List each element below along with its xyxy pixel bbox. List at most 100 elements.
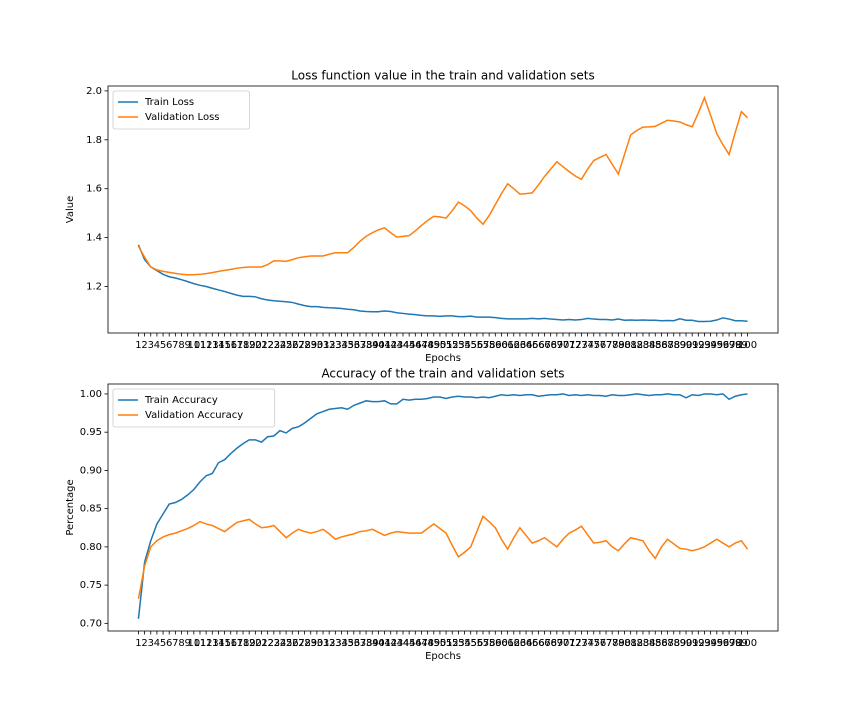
x-tick-label: 85 bbox=[649, 638, 662, 649]
x-tick-label: 1 bbox=[135, 638, 141, 649]
x-tick-label: 58 bbox=[483, 638, 496, 649]
x-tick-label: 90 bbox=[680, 638, 693, 649]
x-tick-label: 74 bbox=[581, 638, 594, 649]
x-tick-label: 58 bbox=[483, 340, 496, 351]
x-tick-label: 38 bbox=[360, 340, 373, 351]
x-tick-label: 38 bbox=[360, 638, 373, 649]
x-tick-label: 22 bbox=[261, 340, 274, 351]
series-line bbox=[137, 95, 749, 276]
x-tick-label: 96 bbox=[717, 340, 730, 351]
x-tick-label: 83 bbox=[637, 638, 650, 649]
legend-label: Validation Accuracy bbox=[145, 410, 243, 421]
x-tick-label: 75 bbox=[587, 638, 600, 649]
x-tick-label: 47 bbox=[415, 638, 428, 649]
x-tick-label: 16 bbox=[224, 638, 237, 649]
x-tick-label: 3 bbox=[148, 638, 154, 649]
x-tick-label: 44 bbox=[397, 340, 410, 351]
x-tick-label: 46 bbox=[409, 638, 422, 649]
x-tick-label: 2 bbox=[141, 638, 147, 649]
y-tick-label: 1.6 bbox=[86, 184, 102, 195]
x-tick-label: 43 bbox=[390, 340, 403, 351]
x-tick-label: 79 bbox=[612, 340, 625, 351]
x-tick-label: 88 bbox=[667, 340, 680, 351]
x-tick-label: 10 bbox=[187, 638, 200, 649]
x-tick-label: 89 bbox=[674, 340, 687, 351]
legend-label: Train Accuracy bbox=[144, 395, 218, 406]
x-tick-label: 12 bbox=[200, 638, 213, 649]
x-tick-label: 1 bbox=[135, 340, 141, 351]
x-tick-label: 4 bbox=[154, 638, 160, 649]
x-tick-label: 2 bbox=[141, 340, 147, 351]
x-tick-label: 86 bbox=[655, 340, 668, 351]
x-tick-label: 34 bbox=[335, 340, 348, 351]
x-tick-label: 33 bbox=[329, 340, 342, 351]
x-tick-label: 63 bbox=[514, 638, 527, 649]
x-tick-label: 31 bbox=[317, 638, 330, 649]
x-tick-label: 49 bbox=[427, 638, 440, 649]
x-tick-label: 8 bbox=[178, 638, 184, 649]
x-tick-label: 91 bbox=[686, 638, 699, 649]
legend-label: Validation Loss bbox=[145, 112, 220, 123]
x-tick-label: 57 bbox=[477, 340, 490, 351]
series-line bbox=[137, 515, 749, 600]
x-tick-label: 61 bbox=[501, 340, 514, 351]
x-tick-label: 54 bbox=[458, 638, 471, 649]
x-tick-label: 8 bbox=[178, 340, 184, 351]
x-tick-label: 56 bbox=[470, 340, 483, 351]
x-tick-label: 73 bbox=[575, 638, 588, 649]
x-tick-label: 100 bbox=[738, 638, 757, 649]
x-tick-label: 13 bbox=[206, 340, 219, 351]
x-tick-label: 98 bbox=[729, 340, 742, 351]
x-tick-label: 51 bbox=[440, 340, 453, 351]
x-tick-label: 50 bbox=[434, 638, 447, 649]
x-tick-label: 80 bbox=[618, 638, 631, 649]
x-tick-label: 69 bbox=[550, 638, 563, 649]
y-tick-label: 0.85 bbox=[80, 504, 102, 515]
series-line bbox=[137, 244, 748, 323]
x-tick-label: 71 bbox=[563, 340, 576, 351]
x-tick-label: 60 bbox=[495, 638, 508, 649]
x-tick-label: 48 bbox=[421, 638, 434, 649]
y-tick-label: 1.8 bbox=[86, 135, 102, 146]
x-tick-label: 59 bbox=[489, 340, 502, 351]
x-tick-label: 5 bbox=[160, 340, 166, 351]
x-tick-label: 83 bbox=[637, 340, 650, 351]
x-tick-label: 32 bbox=[323, 638, 336, 649]
x-tick-label: 88 bbox=[667, 638, 680, 649]
x-tick-label: 63 bbox=[514, 340, 527, 351]
x-tick-label: 79 bbox=[612, 638, 625, 649]
x-tick-label: 26 bbox=[286, 638, 299, 649]
x-tick-label: 55 bbox=[464, 340, 477, 351]
x-tick-label: 4 bbox=[154, 340, 160, 351]
x-tick-label: 67 bbox=[538, 340, 551, 351]
x-tick-label: 98 bbox=[729, 638, 742, 649]
x-tick-label: 41 bbox=[378, 638, 391, 649]
x-tick-label: 90 bbox=[680, 340, 693, 351]
x-tick-label: 30 bbox=[311, 340, 324, 351]
x-tick-label: 100 bbox=[738, 340, 757, 351]
x-tick-label: 27 bbox=[292, 638, 305, 649]
axes-frame bbox=[107, 383, 779, 632]
x-tick-label: 37 bbox=[354, 340, 367, 351]
x-tick-label: 11 bbox=[194, 340, 207, 351]
x-tick-label: 14 bbox=[212, 340, 225, 351]
x-tick-label: 93 bbox=[698, 340, 711, 351]
x-tick-label: 80 bbox=[618, 340, 631, 351]
x-tick-label: 54 bbox=[458, 340, 471, 351]
x-tick-label: 6 bbox=[166, 340, 172, 351]
y-tick-label: 0.70 bbox=[80, 618, 102, 629]
x-tick-label: 34 bbox=[335, 638, 348, 649]
x-tick-label: 65 bbox=[526, 638, 539, 649]
x-tick-label: 77 bbox=[600, 638, 613, 649]
legend-label: Train Loss bbox=[144, 97, 194, 108]
x-tick-label: 65 bbox=[526, 340, 539, 351]
x-tick-label: 92 bbox=[692, 340, 705, 351]
x-tick-label: 60 bbox=[495, 340, 508, 351]
x-tick-label: 69 bbox=[550, 340, 563, 351]
x-tick-label: 45 bbox=[403, 638, 416, 649]
x-tick-label: 35 bbox=[341, 638, 354, 649]
x-tick-label: 13 bbox=[206, 638, 219, 649]
x-tick-label: 33 bbox=[329, 638, 342, 649]
x-tick-label: 76 bbox=[594, 638, 607, 649]
